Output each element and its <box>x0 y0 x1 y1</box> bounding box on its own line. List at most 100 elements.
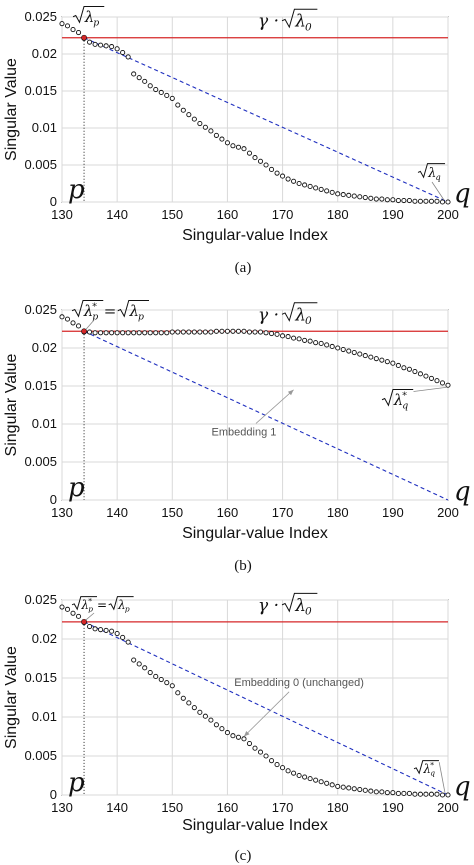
embedding-arrowhead <box>287 389 294 396</box>
y-tick-label: 0 <box>50 194 57 209</box>
data-point <box>59 314 65 320</box>
y-tick-label: 0.005 <box>24 454 57 469</box>
data-point <box>197 709 203 715</box>
data-point <box>246 740 253 747</box>
data-point <box>224 328 230 334</box>
data-point <box>64 606 71 612</box>
data-point <box>186 700 192 706</box>
data-point <box>390 197 396 203</box>
data-point <box>318 340 324 346</box>
data-point <box>274 762 280 768</box>
data-point <box>368 788 374 794</box>
lambda-q-star-label-sup: * <box>402 390 407 401</box>
data-point <box>180 695 186 701</box>
data-point <box>313 340 319 346</box>
data-point <box>357 351 363 357</box>
reference-dashed-line <box>83 330 449 501</box>
x-tick-label: 190 <box>382 207 404 222</box>
lambda-q-star-label-lambda: λ <box>393 391 404 409</box>
data-point <box>235 328 242 334</box>
data-point <box>230 733 236 739</box>
x-axis-label: Singular-value Index <box>182 525 328 542</box>
y-tick-label: 0.015 <box>24 378 57 393</box>
data-point <box>318 186 324 192</box>
data-point <box>302 337 308 343</box>
threshold-label-radical <box>281 302 318 322</box>
chart-panel-3: 130 140 150 160 170 180 190 200 0 0.005 0.01 0.015 0… <box>3 592 471 864</box>
data-point <box>98 330 104 336</box>
data-point <box>406 197 412 204</box>
data-point <box>64 23 71 29</box>
data-point <box>64 316 71 322</box>
data-point <box>280 173 286 179</box>
data-point <box>114 46 120 52</box>
data-point <box>428 375 435 381</box>
lambda-p-label-sub: p <box>138 311 144 322</box>
data-point <box>191 705 197 711</box>
threshold-label-gamma: γ · <box>258 596 279 616</box>
threshold-label-gamma: γ · <box>258 305 279 325</box>
lambda-p-label-radical <box>108 596 134 611</box>
data-point <box>75 323 82 329</box>
data-point <box>153 673 159 679</box>
data-point <box>362 195 368 201</box>
data-point <box>158 89 164 96</box>
data-point <box>208 128 214 134</box>
data-point <box>70 610 76 616</box>
data-point <box>147 330 153 336</box>
data-point <box>318 779 324 785</box>
data-point <box>208 329 214 335</box>
data-point <box>75 613 82 619</box>
data-point <box>120 634 126 640</box>
y-tick-label: 0.02 <box>32 631 57 646</box>
plot-area <box>61 309 449 501</box>
data-point <box>340 192 346 198</box>
data-point <box>213 328 219 334</box>
data-point <box>87 329 93 335</box>
embedding-annotation: Embedding 0 (unchanged) <box>234 677 364 689</box>
x-tick-label: 160 <box>217 207 239 222</box>
x-tick-label: 150 <box>161 505 183 520</box>
data-point <box>142 330 148 336</box>
lambda-p-label-radical <box>72 6 105 24</box>
data-point <box>197 329 203 335</box>
data-point <box>379 789 385 795</box>
data-point <box>445 199 451 205</box>
data-point <box>224 140 230 146</box>
data-point <box>291 770 297 776</box>
data-point <box>313 185 319 191</box>
p-point <box>81 618 87 625</box>
data-point <box>335 783 341 789</box>
data-point <box>268 166 275 172</box>
data-point <box>230 328 236 334</box>
y-tick-label: 0.025 <box>24 592 57 607</box>
x-tick-label: 180 <box>327 207 349 222</box>
lambda-p-star-label-sub: p <box>88 605 93 614</box>
data-point <box>335 191 341 197</box>
x-tick-label: 160 <box>217 505 239 520</box>
q-label: q <box>454 477 471 507</box>
data-point <box>59 21 65 27</box>
data-point <box>445 792 451 798</box>
data-point <box>307 338 313 344</box>
data-point <box>428 791 435 797</box>
data-point <box>324 780 330 786</box>
data-point <box>390 360 396 366</box>
data-point <box>235 144 242 150</box>
data-point <box>219 328 225 334</box>
data-point <box>445 382 451 388</box>
lambda-q-pointer <box>413 386 448 392</box>
data-point <box>131 330 137 336</box>
data-point <box>373 196 379 202</box>
data-point <box>131 71 137 77</box>
x-tick-label: 160 <box>217 800 239 815</box>
data-point <box>285 176 291 182</box>
data-point <box>59 604 65 610</box>
data-point <box>274 170 280 176</box>
threshold-label-gamma: γ · <box>258 12 279 32</box>
lambda-p-label-radical <box>117 300 150 318</box>
panel-caption: (c) <box>235 848 252 864</box>
data-point <box>169 329 175 335</box>
data-point <box>241 328 247 334</box>
x-tick-label: 140 <box>106 207 128 222</box>
